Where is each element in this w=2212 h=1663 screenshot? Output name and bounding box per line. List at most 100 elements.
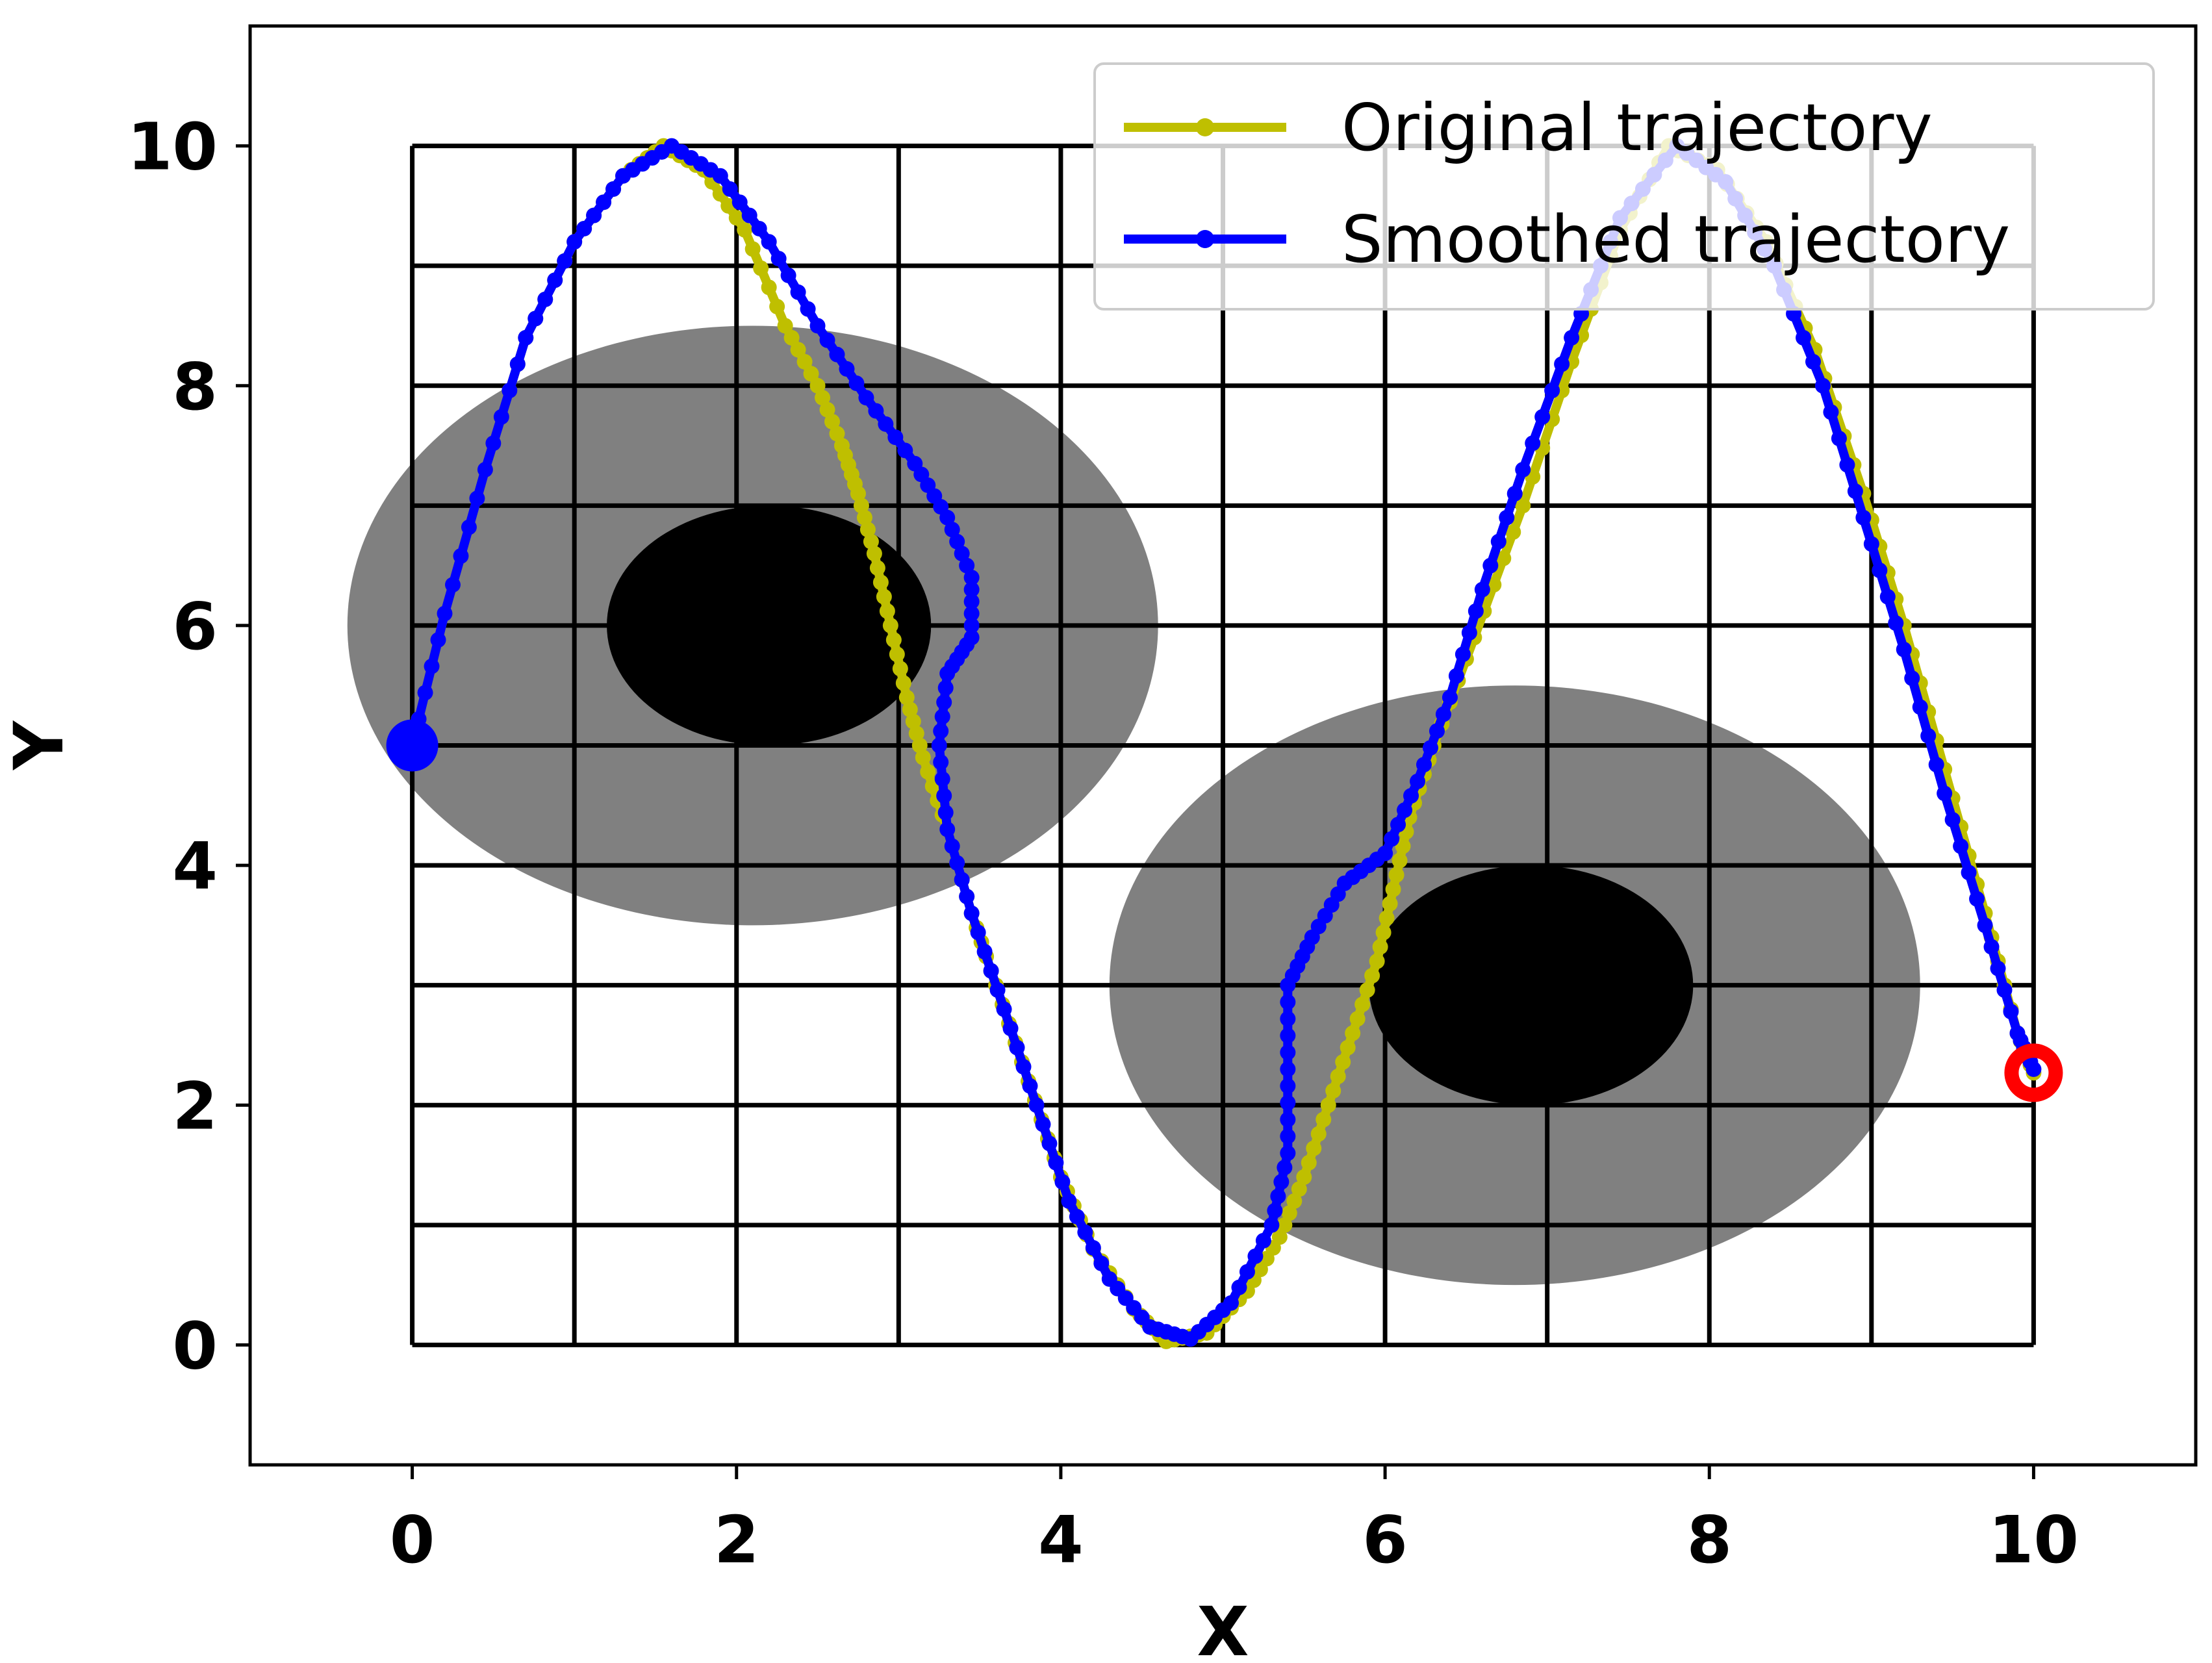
series-1-marker xyxy=(1888,615,1904,631)
y-tick-label: 8 xyxy=(172,349,218,425)
series-0-marker xyxy=(769,298,785,314)
series-0-marker xyxy=(1271,1229,1288,1245)
series-1-marker xyxy=(1280,1145,1296,1162)
series-1-marker xyxy=(937,804,954,820)
series-1-marker xyxy=(605,181,622,197)
trajectories xyxy=(404,138,2042,1349)
series-1-marker xyxy=(933,754,949,770)
series-0-marker xyxy=(744,241,761,257)
legend: Original trajectory Smoothed trajectory xyxy=(1093,62,2155,311)
series-1-marker xyxy=(1280,1095,1296,1111)
series-1-marker xyxy=(1990,960,2006,976)
series-1-marker xyxy=(1814,377,1831,394)
series-1-marker xyxy=(1231,1279,1247,1295)
series-1-marker xyxy=(989,982,1006,998)
series-1-marker xyxy=(897,442,913,459)
series-1-marker xyxy=(1280,1028,1296,1044)
series-0-marker xyxy=(889,646,905,663)
series-1-marker xyxy=(1534,409,1551,425)
series-1-marker xyxy=(934,771,950,787)
y-tick-label: 6 xyxy=(172,589,218,665)
series-1-marker xyxy=(1239,1263,1255,1280)
series-1-marker xyxy=(485,435,502,451)
x-axis-ticks: 0 2 4 6 8 10 xyxy=(390,1465,2079,1578)
series-1-marker xyxy=(469,490,485,507)
series-1-marker xyxy=(936,694,952,711)
series-1-marker xyxy=(741,207,757,223)
series-1-marker xyxy=(1435,706,1451,722)
series-1-marker xyxy=(1077,1224,1093,1240)
y-tick-label: 0 xyxy=(172,1308,218,1384)
series-0-marker xyxy=(1286,1193,1303,1209)
series-1-marker xyxy=(1085,1239,1101,1256)
endpoints xyxy=(386,719,2063,1102)
series-0-marker xyxy=(911,737,928,754)
series-0-marker xyxy=(737,222,753,238)
start-marker xyxy=(386,719,439,772)
series-1-marker xyxy=(1448,668,1464,684)
axes-frame xyxy=(248,24,2198,1467)
legend-label-1: Smoothed trajectory xyxy=(1341,201,2010,277)
series-1-marker xyxy=(1223,1295,1239,1311)
series-1-marker xyxy=(829,346,845,362)
series-1-marker xyxy=(1247,1248,1264,1264)
series-1-marker xyxy=(518,329,534,346)
series-0-marker xyxy=(1505,524,1521,540)
series-1-marker xyxy=(1280,994,1296,1010)
series-1-marker xyxy=(1280,1061,1296,1077)
series-0-marker xyxy=(856,509,872,526)
series-1-marker xyxy=(858,390,874,406)
series-1-marker xyxy=(937,679,954,696)
series-0-marker xyxy=(853,498,869,514)
series-1-marker xyxy=(424,658,440,674)
series-0-marker xyxy=(892,661,908,677)
series-1-marker xyxy=(547,272,563,288)
goal-marker xyxy=(2004,1043,2063,1102)
series-0-marker xyxy=(1349,1011,1366,1027)
series-1-marker xyxy=(839,361,855,377)
series-1-marker xyxy=(537,291,553,307)
series-1-marker xyxy=(1397,802,1413,819)
x-tick-label: 10 xyxy=(1989,1502,2079,1578)
series-1-marker xyxy=(1280,1011,1296,1027)
x-tick-label: 0 xyxy=(390,1502,435,1578)
series-0-marker xyxy=(859,522,876,538)
series-1-marker xyxy=(933,723,949,739)
series-1-marker xyxy=(417,685,433,701)
series-1-marker xyxy=(800,301,816,317)
series-0-marker xyxy=(1325,1083,1341,1099)
series-0-marker xyxy=(815,390,831,406)
series-0-marker xyxy=(803,366,819,382)
series-0-marker xyxy=(1385,882,1401,897)
series-1-marker xyxy=(1983,939,2000,955)
series-1-marker xyxy=(963,594,980,609)
series-1-marker xyxy=(1564,329,1580,346)
series-0-marker xyxy=(882,617,898,633)
series-1-marker xyxy=(887,429,904,446)
series-1-marker xyxy=(502,383,518,399)
series-0-marker xyxy=(920,764,936,780)
series-1-marker xyxy=(1270,1188,1286,1204)
series-0-marker xyxy=(1369,953,1385,969)
series-1-marker xyxy=(1796,329,1812,346)
series-0-marker xyxy=(1495,550,1512,566)
series-1-marker xyxy=(1805,353,1821,370)
series-1-marker xyxy=(963,905,980,921)
series-1-marker xyxy=(1904,670,1920,687)
series-1-marker xyxy=(1429,723,1445,739)
series-1-marker xyxy=(819,332,835,348)
series-1-marker xyxy=(959,889,975,905)
series-1-marker xyxy=(1390,817,1406,833)
x-tick-label: 8 xyxy=(1686,1502,1732,1578)
y-tick-label: 2 xyxy=(172,1068,218,1144)
series-1-marker xyxy=(1255,1232,1271,1249)
series-1-marker xyxy=(963,570,980,586)
series-1-marker xyxy=(996,1001,1012,1017)
series-1-marker xyxy=(596,194,612,210)
series-0-marker xyxy=(879,603,895,619)
series-1-marker xyxy=(1280,1111,1296,1128)
series-0-marker xyxy=(1277,1217,1293,1233)
series-1-marker xyxy=(1468,603,1484,619)
series-0-marker xyxy=(872,574,889,590)
